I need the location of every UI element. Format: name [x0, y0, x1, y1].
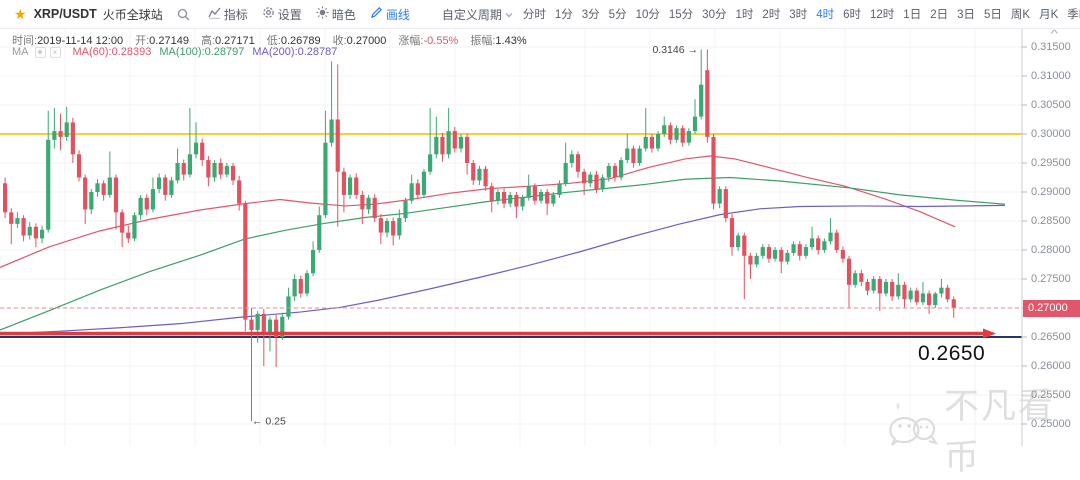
- price-axis-label: 0.29500: [1031, 157, 1071, 169]
- tab-timeframe-4时[interactable]: 4时: [816, 9, 835, 21]
- gear-icon: [262, 6, 278, 22]
- tab-timeframe-3日[interactable]: 3日: [957, 9, 976, 21]
- ohlc-item: 低:0.26789: [266, 35, 321, 47]
- ma-close-icon[interactable]: ×: [49, 46, 61, 58]
- tab-timeframe-2日[interactable]: 2日: [930, 9, 949, 21]
- ma-legend-title: MA: [12, 46, 29, 58]
- search-icon[interactable]: [177, 8, 190, 21]
- candlestick-chart[interactable]: 0.3146 → ← 0.25: [0, 29, 1080, 446]
- ma-value: MA(100):0.28797: [159, 46, 245, 58]
- svg-text:0.3146 →: 0.3146 →: [652, 44, 698, 56]
- price-axis-label: 0.28500: [1031, 215, 1071, 227]
- ohlc-item: 振幅:1.43%: [470, 35, 527, 47]
- tab-timeframe-1分[interactable]: 1分: [554, 9, 573, 21]
- ma-value: MA(200):0.28787: [252, 46, 338, 58]
- tab-timeframe-1日[interactable]: 1日: [903, 9, 922, 21]
- support-price-label: 0.2650: [918, 342, 986, 365]
- svg-text:← 0.25: ← 0.25: [252, 416, 286, 428]
- ma-settings-icon[interactable]: [34, 46, 46, 58]
- favorite-star-icon[interactable]: ★: [14, 5, 27, 22]
- ohlc-item: 开:0.27149: [135, 35, 189, 47]
- tab-timeframe-12时[interactable]: 12时: [870, 9, 895, 21]
- exchange-name: 火币全球站: [102, 7, 163, 22]
- tab-timeframe-分时[interactable]: 分时: [522, 9, 546, 21]
- sun-icon: [316, 6, 332, 22]
- timeframe-tabs: 分时 1分 3分 5分 10分 15分 30分 1时 2时 3时 4时 6时 12时 1日 2日 3日 5日 周K…: [523, 6, 1080, 22]
- tab-timeframe-2时[interactable]: 2时: [762, 9, 781, 21]
- price-axis-label: 0.31000: [1031, 70, 1071, 82]
- tab-timeframe-10分[interactable]: 10分: [635, 9, 660, 21]
- ohlc-info-bar: 时间:2019-11-14 12:00 开:0.27149 高:0.27171 低:0…: [12, 32, 539, 48]
- price-axis-label: 0.27500: [1031, 273, 1071, 285]
- axis-scroll-up-icon[interactable]: ^: [1050, 29, 1059, 40]
- dark-mode-button[interactable]: 暗色: [316, 6, 356, 23]
- ohlc-item: 收:0.27000: [332, 35, 387, 47]
- tab-timeframe-6时[interactable]: 6时: [843, 9, 861, 21]
- tab-timeframe-月K[interactable]: 月K: [1039, 9, 1059, 21]
- price-axis-label: 0.25000: [1031, 418, 1071, 430]
- tab-timeframe-5日[interactable]: 5日: [984, 9, 1002, 21]
- ohlc-item: 涨幅:-0.55%: [398, 35, 459, 47]
- current-price-badge: 0.27000: [1023, 299, 1080, 317]
- draw-line-button[interactable]: 画线: [370, 6, 410, 23]
- toolbar: ★ XRP/USDT 火币全球站 指标 设置 暗色 画线 自定义周期 分时 1分 3…: [0, 0, 1080, 29]
- tab-timeframe-季K[interactable]: 季K: [1067, 9, 1080, 21]
- pencil-icon: [370, 6, 386, 22]
- chevron-down-icon: [502, 7, 513, 21]
- tab-timeframe-15分[interactable]: 15分: [668, 9, 694, 21]
- symbol-title: XRP/USDT: [33, 7, 97, 21]
- price-axis-label: 0.26000: [1031, 360, 1071, 372]
- tab-timeframe-3时[interactable]: 3时: [789, 9, 808, 21]
- ma-value: MA(60):0.28393: [72, 46, 152, 58]
- ma-legend: MA × MA(60):0.28393 MA(100):0.28797 MA(200…: [12, 46, 337, 58]
- indicators-button[interactable]: 指标: [208, 6, 248, 23]
- ohlc-item: 时间:2019-11-14 12:00: [12, 35, 124, 47]
- tab-timeframe-3分[interactable]: 3分: [581, 9, 600, 21]
- price-axis-label: 0.29000: [1031, 186, 1071, 198]
- tab-timeframe-30分[interactable]: 30分: [702, 9, 727, 21]
- price-axis-label: 0.30500: [1031, 99, 1071, 111]
- settings-button[interactable]: 设置: [262, 6, 302, 23]
- ma-values: MA(60):0.28393 MA(100):0.28797 MA(200):0.2…: [65, 46, 338, 58]
- custom-period-dropdown[interactable]: 自定义周期: [442, 6, 513, 23]
- price-axis-label: 0.25500: [1031, 389, 1071, 401]
- wechat-logo-icon: [888, 400, 940, 459]
- chart-area[interactable]: 0.3146 → ← 0.25 时间:2019-11-14 12:00 开:0.27…: [0, 29, 1080, 477]
- price-axis-label: 0.28000: [1031, 244, 1071, 256]
- tab-timeframe-1时[interactable]: 1时: [735, 9, 754, 21]
- tab-timeframe-周K[interactable]: 周K: [1010, 9, 1031, 21]
- indicator-icon: [208, 7, 224, 22]
- price-axis-label: 0.31500: [1031, 41, 1071, 53]
- price-axis-label: 0.30000: [1031, 128, 1071, 140]
- tab-timeframe-5分[interactable]: 5分: [608, 9, 627, 21]
- price-axis-label: 0.26500: [1031, 331, 1071, 343]
- ohlc-item: 高:0.27171: [200, 35, 255, 47]
